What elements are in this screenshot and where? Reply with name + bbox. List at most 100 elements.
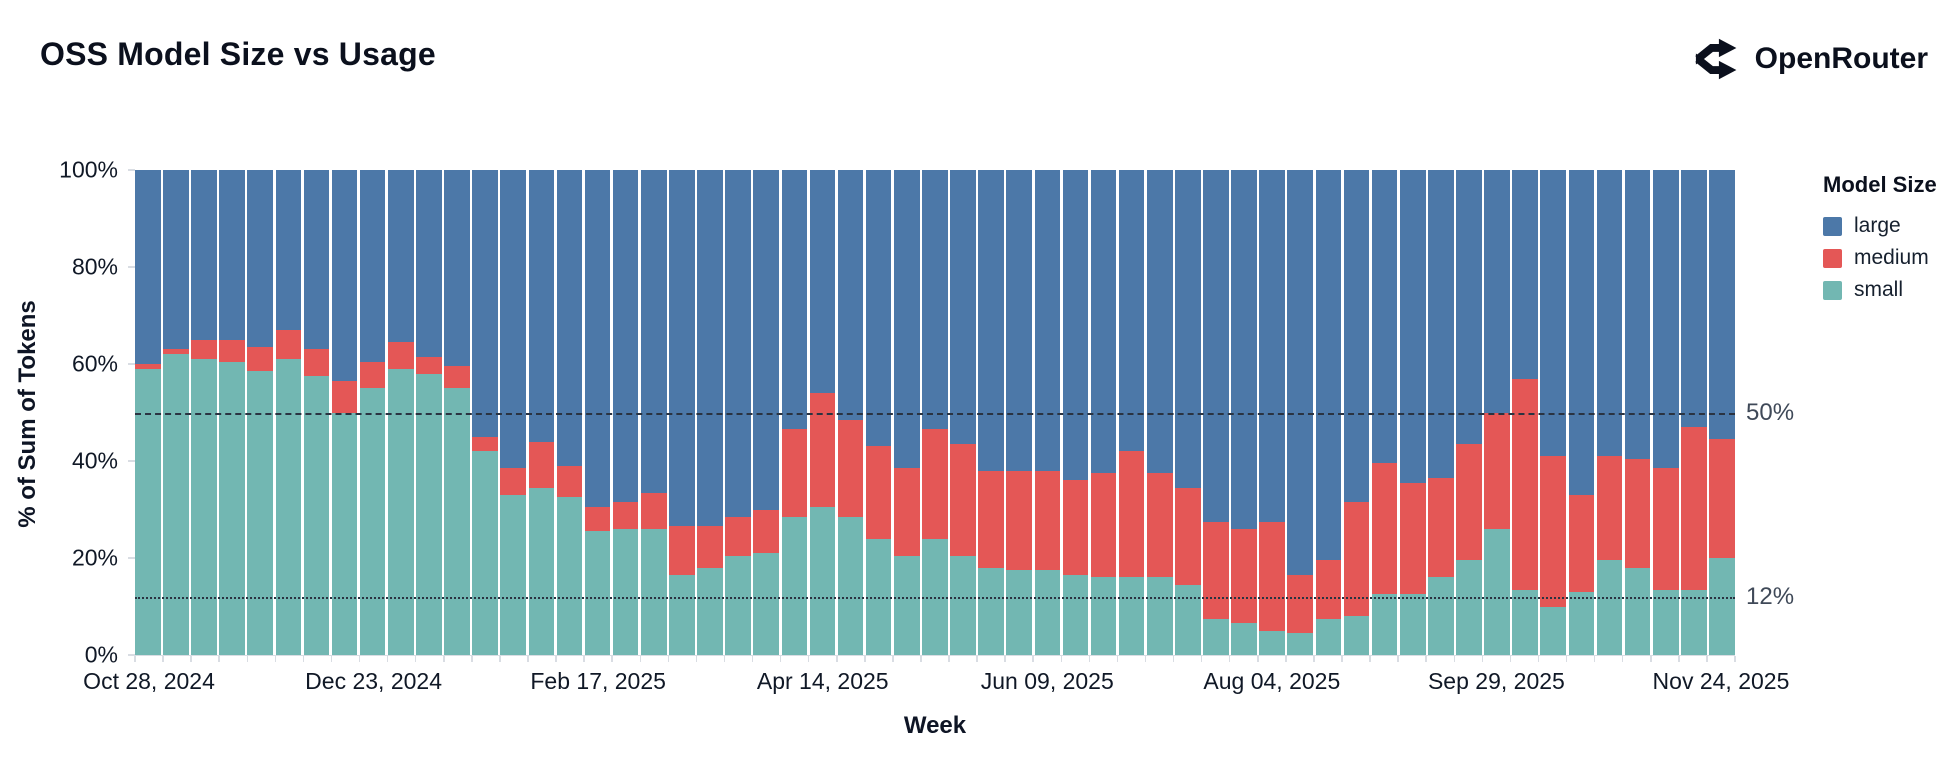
- bar-week-48[interactable]: [1456, 170, 1482, 655]
- page-title: OSS Model Size vs Usage: [40, 36, 436, 72]
- segment-small: [893, 555, 920, 655]
- segment-large: [1343, 170, 1370, 503]
- bar-week-11[interactable]: [416, 170, 442, 655]
- bar-week-26[interactable]: [837, 170, 864, 655]
- bar-week-16[interactable]: [556, 170, 583, 655]
- segment-large: [1681, 170, 1707, 428]
- segment-small: [1512, 589, 1538, 655]
- bar-week-33[interactable]: [1034, 170, 1061, 655]
- segment-medium: [584, 507, 611, 532]
- bar-week-49[interactable]: [1484, 170, 1510, 655]
- x-tick-label: Feb 17, 2025: [530, 668, 666, 694]
- bar-week-57[interactable]: [1709, 170, 1735, 655]
- bar-week-52[interactable]: [1568, 170, 1595, 655]
- bar-week-3[interactable]: [191, 170, 217, 655]
- bar-week-36[interactable]: [1118, 170, 1145, 655]
- x-tick-mark: [1397, 656, 1399, 662]
- segment-small: [1484, 528, 1510, 655]
- x-tick-mark: [1116, 656, 1119, 662]
- segment-large: [837, 170, 864, 420]
- segment-large: [219, 170, 245, 340]
- bar-week-5[interactable]: [247, 170, 274, 655]
- bar-week-20[interactable]: [669, 170, 695, 655]
- segment-medium: [416, 356, 442, 374]
- segment-large: [865, 170, 892, 447]
- segment-large: [978, 170, 1004, 471]
- bar-week-23[interactable]: [753, 170, 780, 655]
- segment-small: [1624, 567, 1651, 655]
- bar-week-40[interactable]: [1231, 170, 1257, 655]
- y-tick-label: 100%: [59, 156, 118, 183]
- bar-week-24[interactable]: [781, 170, 808, 655]
- x-tick-mark: [1537, 656, 1540, 662]
- bar-week-8[interactable]: [331, 170, 358, 655]
- segment-medium: [809, 393, 836, 508]
- segment-medium: [950, 444, 976, 556]
- segment-small: [1006, 570, 1032, 655]
- x-tick-mark: [1285, 656, 1287, 662]
- x-tick-mark: [864, 656, 866, 662]
- bar-week-25[interactable]: [809, 170, 836, 655]
- x-tick-mark: [1257, 656, 1259, 662]
- bar-week-37[interactable]: [1146, 170, 1173, 655]
- bar-week-53[interactable]: [1596, 170, 1623, 655]
- bar-week-34[interactable]: [1062, 170, 1089, 655]
- bar-week-6[interactable]: [275, 170, 302, 655]
- bar-week-54[interactable]: [1624, 170, 1651, 655]
- x-tick-mark: [555, 656, 557, 662]
- bar-week-28[interactable]: [893, 170, 920, 655]
- segment-medium: [275, 330, 302, 360]
- segment-medium: [359, 361, 386, 389]
- bar-week-14[interactable]: [500, 170, 527, 655]
- bar-week-10[interactable]: [387, 170, 414, 655]
- segment-small: [275, 359, 302, 655]
- bar-week-21[interactable]: [697, 170, 723, 655]
- bar-week-17[interactable]: [584, 170, 611, 655]
- bar-week-56[interactable]: [1681, 170, 1707, 655]
- bar-week-15[interactable]: [528, 170, 555, 655]
- bar-week-12[interactable]: [444, 170, 470, 655]
- bar-week-7[interactable]: [303, 170, 330, 655]
- bar-week-46[interactable]: [1399, 170, 1426, 655]
- bar-week-51[interactable]: [1540, 170, 1567, 655]
- x-tick-label: Dec 23, 2024: [305, 668, 443, 694]
- bars-container: [135, 170, 1735, 655]
- bar-week-45[interactable]: [1371, 170, 1398, 655]
- bar-week-35[interactable]: [1090, 170, 1117, 655]
- x-tick-mark: [1453, 656, 1456, 662]
- bar-week-43[interactable]: [1315, 170, 1342, 655]
- bar-week-38[interactable]: [1175, 170, 1201, 655]
- segment-large: [1231, 170, 1257, 529]
- bar-week-18[interactable]: [612, 170, 639, 655]
- bar-week-4[interactable]: [219, 170, 245, 655]
- bar-week-30[interactable]: [950, 170, 976, 655]
- bar-week-1[interactable]: [135, 170, 161, 655]
- x-tick-mark: [976, 656, 978, 662]
- bar-week-32[interactable]: [1006, 170, 1032, 655]
- bar-week-39[interactable]: [1203, 170, 1229, 655]
- reference-label-12%: 12%: [1746, 582, 1795, 610]
- bar-week-42[interactable]: [1287, 170, 1314, 655]
- bar-week-47[interactable]: [1428, 170, 1454, 655]
- x-tick-label: Jun 09, 2025: [980, 668, 1114, 694]
- x-tick-mark: [639, 656, 641, 662]
- bar-week-31[interactable]: [978, 170, 1004, 655]
- segment-large: [640, 170, 667, 493]
- bar-week-9[interactable]: [359, 170, 386, 655]
- bar-week-19[interactable]: [640, 170, 667, 655]
- segment-large: [556, 170, 583, 466]
- bar-week-13[interactable]: [472, 170, 498, 655]
- segment-large: [1652, 170, 1679, 469]
- segment-small: [1428, 577, 1454, 655]
- segment-small: [753, 553, 780, 655]
- bar-week-55[interactable]: [1652, 170, 1679, 655]
- x-tick-mark: [583, 656, 585, 662]
- bar-week-22[interactable]: [725, 170, 751, 655]
- y-tick-mark: [128, 266, 135, 268]
- segment-small: [1118, 577, 1145, 655]
- bar-week-2[interactable]: [163, 170, 189, 655]
- bar-week-41[interactable]: [1259, 170, 1285, 655]
- segment-small: [1315, 618, 1342, 655]
- x-tick-mark: [330, 656, 333, 662]
